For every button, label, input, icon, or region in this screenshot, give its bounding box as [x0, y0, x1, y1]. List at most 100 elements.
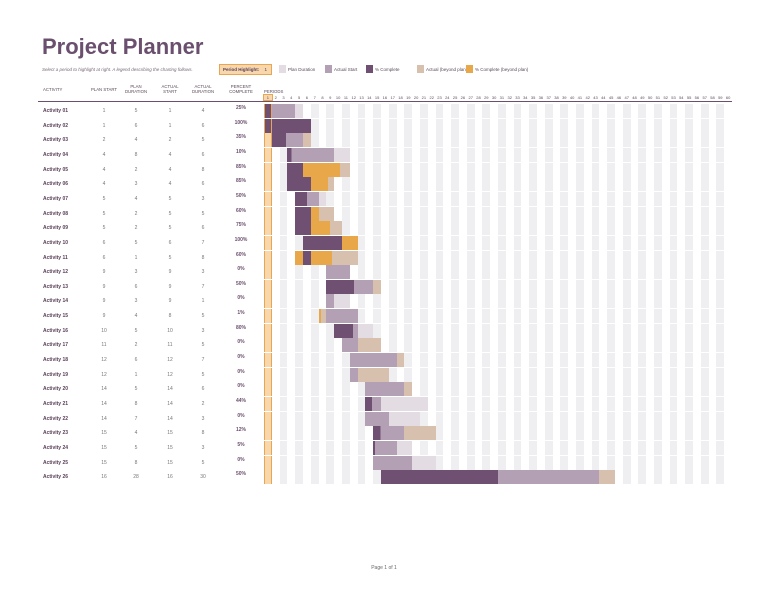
- activity-row[interactable]: Activity 05 4 2 4 8 85%: [0, 162, 768, 178]
- activity-row[interactable]: Activity 17 11 2 11 5 0%: [0, 338, 768, 353]
- gantt-cell: [295, 382, 303, 397]
- cell-plan-duration: 3: [134, 269, 138, 276]
- gantt-bar-plan: [381, 397, 389, 411]
- gantt-cell: [287, 455, 296, 470]
- activity-row[interactable]: Activity 18 12 6 12 7 0%: [0, 353, 768, 368]
- gantt-cell: [544, 191, 553, 206]
- gantt-cell: [661, 191, 670, 206]
- gantt-cell: [646, 323, 654, 338]
- period-highlight-field[interactable]: Period Highlight: 1: [219, 64, 272, 75]
- gantt-cell: [381, 104, 389, 118]
- gantt-cell: [669, 470, 678, 485]
- gantt-cell: [271, 309, 280, 324]
- gantt-cell: [591, 206, 600, 221]
- activity-row[interactable]: Activity 26 16 28 16 30 50%: [0, 470, 768, 485]
- gantt-cell: [373, 250, 381, 265]
- activity-row[interactable]: Activity 12 9 3 9 3 0%: [0, 265, 768, 280]
- gantt-cell: [521, 235, 530, 250]
- gantt-cell: [482, 133, 491, 148]
- period-number: 47: [624, 95, 629, 100]
- activity-row[interactable]: Activity 09 5 2 5 6 75%: [0, 221, 768, 236]
- activity-row[interactable]: Activity 20 14 5 14 6 0%: [0, 382, 768, 397]
- gantt-cell: [505, 235, 514, 250]
- gantt-bar-actual: [365, 382, 374, 397]
- activity-row[interactable]: Activity 03 2 4 2 5 35%: [0, 133, 768, 148]
- gantt-cell: [373, 221, 381, 236]
- legend-item: Actual Start: [325, 65, 357, 73]
- gantt-cell: [638, 294, 647, 309]
- gantt-cell: [357, 265, 366, 280]
- gantt-bar-actual: [349, 250, 358, 265]
- gantt-cell: [521, 338, 530, 353]
- gantt-cell: [654, 294, 662, 309]
- gantt-cell: [318, 470, 327, 485]
- cell-plan-duration: 28: [133, 474, 139, 481]
- activity-row[interactable]: Activity 02 1 6 1 6 100%: [0, 118, 768, 134]
- gantt-cell: [591, 455, 600, 470]
- activity-row[interactable]: Activity 04 4 8 4 6 10%: [0, 147, 768, 163]
- gantt-cell: [490, 162, 498, 177]
- gantt-cell: [490, 221, 498, 236]
- gantt-cell: [529, 309, 537, 324]
- activity-row[interactable]: Activity 24 15 5 15 3 5%: [0, 440, 768, 456]
- gantt-cell: [537, 397, 545, 411]
- gantt-cell: [568, 118, 576, 133]
- gantt-cell: [435, 455, 444, 470]
- activity-row[interactable]: Activity 10 6 5 6 7 100%: [0, 235, 768, 251]
- period-number: 60: [725, 95, 731, 100]
- gantt-cell: [326, 338, 335, 353]
- activity-row[interactable]: Activity 16 10 5 10 3 80%: [0, 323, 768, 339]
- activity-row[interactable]: Activity 08 5 2 5 5 60%: [0, 206, 768, 222]
- gantt-cell: [521, 221, 530, 236]
- gantt-cell: [381, 309, 389, 324]
- gantt-cell: [560, 162, 569, 177]
- activity-row[interactable]: Activity 23 15 4 15 8 12%: [0, 426, 768, 441]
- gantt-cell: [544, 235, 553, 250]
- gantt-cell: [576, 221, 584, 236]
- gantt-cell: [396, 133, 405, 148]
- gantt-cell: [412, 191, 420, 206]
- gantt-cell: [615, 235, 623, 250]
- activity-row[interactable]: Activity 07 5 4 5 3 50%: [0, 191, 768, 207]
- gantt-cell: [568, 162, 576, 177]
- activity-row[interactable]: Activity 01 1 5 1 4 25%: [0, 104, 768, 119]
- gantt-bar-actual: [357, 353, 366, 368]
- activity-row[interactable]: Activity 13 9 6 9 7 50%: [0, 279, 768, 295]
- gantt-cell: [279, 162, 288, 177]
- gantt-bar-complete: [279, 133, 288, 148]
- gantt-cell: [685, 147, 693, 162]
- gantt-bar-plan: [412, 411, 420, 426]
- gantt-bar-complete: [349, 279, 358, 294]
- period-number: 20: [413, 95, 419, 100]
- gantt-cell: [474, 133, 483, 148]
- gantt-cell: [357, 397, 366, 411]
- gantt-cell: [724, 397, 732, 411]
- gantt-cell: [287, 367, 296, 382]
- gantt-cell: [310, 104, 319, 118]
- gantt-cell: [326, 118, 335, 133]
- gantt-cell: [544, 353, 553, 368]
- activity-row[interactable]: Activity 15 9 4 8 5 1%: [0, 309, 768, 324]
- activity-row[interactable]: Activity 14 9 3 9 1 0%: [0, 294, 768, 309]
- gantt-cell: [693, 338, 701, 353]
- gantt-cell: [521, 265, 530, 280]
- activity-row[interactable]: Activity 19 12 1 12 5 0%: [0, 367, 768, 383]
- gantt-cell: [544, 426, 553, 441]
- activity-row[interactable]: Activity 21 14 8 14 2 44%: [0, 397, 768, 412]
- cell-plan-start: 9: [102, 313, 106, 320]
- gantt-cell: [724, 294, 732, 309]
- period-highlight-value[interactable]: 1: [264, 67, 267, 72]
- cell-plan-duration: 4: [134, 195, 138, 202]
- gantt-cell: [576, 235, 584, 250]
- activity-row[interactable]: Activity 25 15 8 15 5 0%: [0, 455, 768, 471]
- gantt-cell: [654, 397, 662, 411]
- activity-row[interactable]: Activity 22 14 7 14 3 0%: [0, 411, 768, 427]
- gantt-cell: [373, 470, 381, 485]
- gantt-cell: [310, 118, 319, 133]
- activity-row[interactable]: Activity 11 6 1 5 8 60%: [0, 250, 768, 266]
- activity-row[interactable]: Activity 06 4 3 4 6 85%: [0, 177, 768, 192]
- gantt-cell: [646, 279, 654, 294]
- gantt-cell: [427, 265, 436, 280]
- gantt-cell: [544, 309, 553, 324]
- gantt-cell: [599, 104, 608, 118]
